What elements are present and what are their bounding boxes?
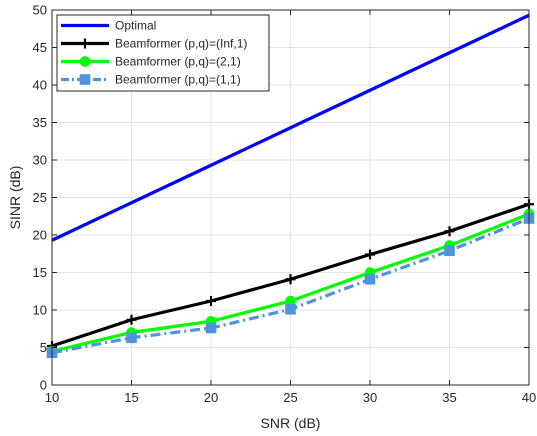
y-tick-label: 40 [33, 78, 47, 93]
y-tick-label: 50 [33, 3, 47, 18]
x-tick-label: 15 [124, 390, 138, 405]
y-tick-label: 25 [33, 190, 47, 205]
y-tick-label: 30 [33, 153, 47, 168]
data-point [285, 274, 296, 285]
legend-item: Beamformer (p,q)=(1,1) [61, 73, 241, 87]
x-axis-label: SNR (dB) [261, 415, 321, 431]
legend-item: Beamformer (p,q)=(2,1) [61, 55, 241, 69]
legend-marker [79, 56, 91, 67]
data-point [126, 332, 137, 344]
legend-label: Beamformer (p,q)=(Inf,1) [115, 37, 247, 51]
series-layer [46, 13, 535, 359]
legend-label: Beamformer (p,q)=(1,1) [115, 73, 241, 87]
grid-lines [52, 10, 529, 385]
legend-label: Beamformer (p,q)=(2,1) [115, 55, 241, 69]
data-point [444, 245, 455, 257]
legend-item: Optimal [61, 19, 156, 33]
y-tick-label: 45 [33, 40, 47, 55]
y-tick-label: 20 [33, 228, 47, 243]
x-tick-label: 10 [45, 390, 59, 405]
axis-ticks: 10 15 20 25 30 35 40 0 5 10 15 20 25 30 35 40 45 50 [33, 3, 537, 406]
data-point [126, 314, 137, 325]
x-tick-label: 20 [204, 390, 218, 405]
x-tick-label: 25 [283, 390, 297, 405]
data-point [206, 296, 216, 306]
legend-item: Beamformer (p,q)=(Inf,1) [61, 37, 247, 51]
y-tick-label: 10 [33, 303, 47, 318]
series-line [51, 13, 530, 242]
series-optimal [51, 13, 530, 242]
data-point [364, 273, 376, 285]
y-axis-label: SINR (dB) [7, 166, 23, 230]
data-point [365, 249, 375, 260]
y-tick-label: 15 [33, 265, 47, 280]
legend-box [56, 14, 270, 92]
data-point [444, 226, 455, 237]
y-tick-label: 0 [40, 378, 47, 393]
legend-label: Optimal [115, 19, 156, 33]
legend-marker [80, 38, 90, 49]
x-tick-label: 40 [522, 390, 536, 405]
y-tick-label: 5 [40, 340, 47, 355]
data-point [285, 303, 296, 315]
y-tick-label: 35 [33, 115, 47, 130]
legend-marker [79, 74, 91, 85]
x-tick-label: 30 [363, 390, 377, 405]
legend: Optimal Beamformer (p,q)=(Inf,1) Beamforme… [56, 14, 270, 92]
series-beamformer-p-q-inf-1 [47, 199, 534, 351]
x-tick-label: 35 [442, 390, 456, 405]
data-point [205, 322, 217, 334]
